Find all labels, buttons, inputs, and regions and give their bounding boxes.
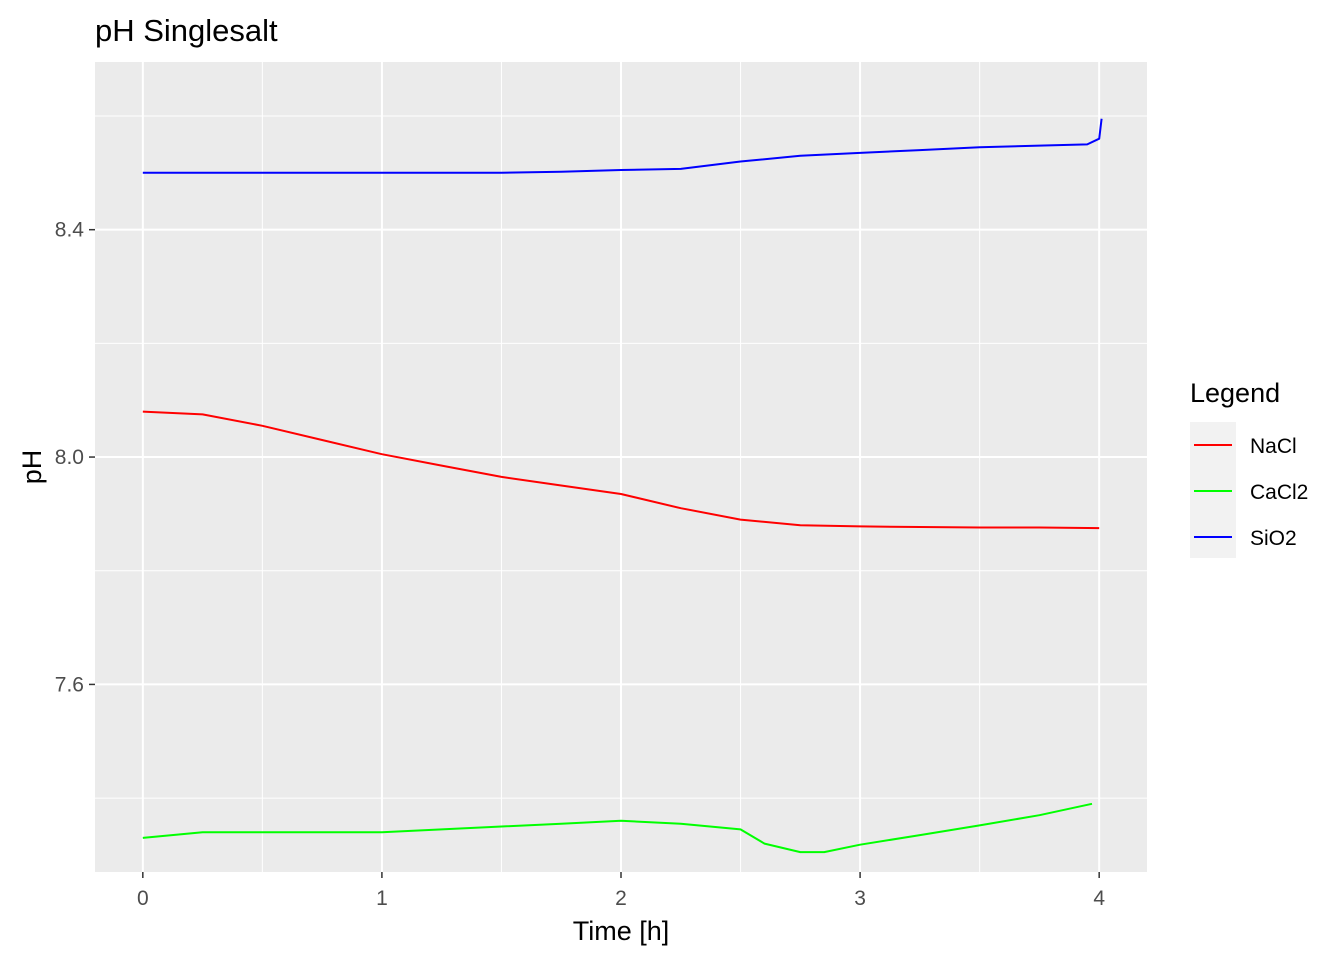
series-line-sio2 xyxy=(142,118,1103,174)
legend-items: NaCl CaCl2 SiO2 xyxy=(1194,435,1308,550)
legend-label-cacl2: CaCl2 xyxy=(1250,481,1308,504)
y-tick-label: 8.0 xyxy=(55,446,84,469)
y-axis-title: pH xyxy=(17,450,47,485)
legend-label-nacl: NaCl xyxy=(1250,435,1297,458)
legend-label-sio2: SiO2 xyxy=(1250,527,1297,550)
x-axis-title: Time [h] xyxy=(573,916,670,946)
series-line-cacl2 xyxy=(142,802,1093,854)
x-tick-label: 0 xyxy=(137,887,149,910)
chart-title: pH Singlesalt xyxy=(95,13,278,48)
y-tick-label: 7.6 xyxy=(55,673,84,696)
x-tick-label: 2 xyxy=(615,887,627,910)
series-line-nacl xyxy=(142,410,1100,530)
y-axis-ticks: 7.6 8.0 8.4 xyxy=(55,219,95,696)
x-tick-label: 4 xyxy=(1093,887,1105,910)
series-layer xyxy=(142,118,1103,854)
major-gridlines xyxy=(95,62,1147,872)
x-tick-label: 1 xyxy=(376,887,388,910)
x-tick-label: 3 xyxy=(854,887,866,910)
y-tick-label: 8.4 xyxy=(55,219,85,242)
legend: Legend NaCl CaCl2 SiO2 xyxy=(1190,378,1308,558)
legend-title: Legend xyxy=(1190,378,1280,408)
x-axis-ticks: 0 1 2 3 4 xyxy=(137,872,1105,910)
